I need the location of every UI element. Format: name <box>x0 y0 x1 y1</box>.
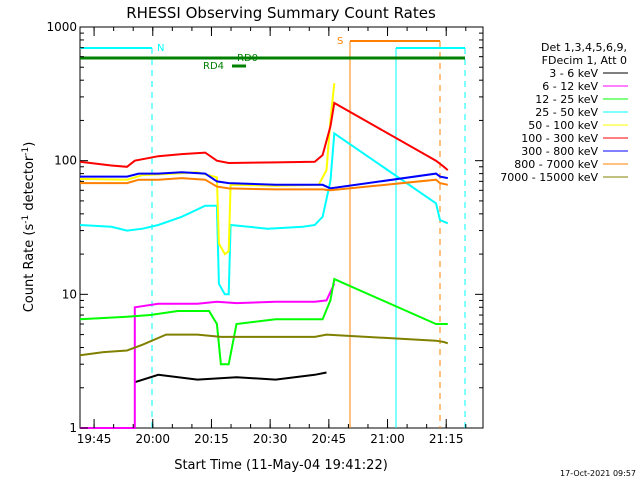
axes: 1 10 100 1000 19:45 20:00 20:15 20:30 20:45 21:00… <box>46 20 483 446</box>
y-axis-label-main: Count Rate (s <box>22 224 37 313</box>
y-tick-label: 10 <box>62 287 77 301</box>
x-axis-label: Start Time (11-May-04 19:41:22) <box>174 458 388 473</box>
observing-markers: N S RD0 RD4 <box>80 36 466 428</box>
y-axis-label-mid: detector <box>22 155 37 215</box>
x-tick-label: 20:30 <box>253 432 288 446</box>
series-line-2 <box>79 277 448 366</box>
rd4-annotation: RD4 <box>203 61 224 72</box>
series-line-0 <box>134 371 327 384</box>
series-line-7 <box>80 177 449 192</box>
legend-entry-label: 100 - 300 keV <box>521 132 598 145</box>
legend-entry-label: 12 - 25 keV <box>535 93 598 106</box>
legend: Det 1,3,4,5,6,9,FDecim 1, Att 03 - 6 keV… <box>500 41 628 184</box>
rd0-annotation: RD0 <box>237 53 258 64</box>
x-tick-label: 19:45 <box>77 432 112 446</box>
x-tick-label: 21:15 <box>429 432 464 446</box>
legend-entry-label: 25 - 50 keV <box>535 106 598 119</box>
y-axis-label-end: ) <box>22 142 37 147</box>
series-line-3 <box>79 131 449 296</box>
legend-entry-label: 6 - 12 keV <box>542 80 598 93</box>
x-tick-label: 20:45 <box>312 432 347 446</box>
legend-entry-label: 50 - 100 keV <box>528 119 598 132</box>
x-tick-label: 20:00 <box>135 432 170 446</box>
y-axis-label-sup1: -1 <box>21 215 31 224</box>
s-annotation: S <box>337 36 343 47</box>
y-tick-label: 1000 <box>46 20 77 34</box>
legend-title-line: FDecim 1, Att 0 <box>542 54 627 67</box>
series-line-6 <box>80 171 448 190</box>
legend-entry-label: 3 - 6 keV <box>549 67 598 80</box>
legend-entry-label: 300 - 800 keV <box>521 145 598 158</box>
legend-entry-label: 800 - 7000 keV <box>514 158 598 171</box>
n-annotation: N <box>157 43 164 54</box>
chart-title: RHESSI Observing Summary Count Rates <box>126 4 436 22</box>
legend-title-line: Det 1,3,4,5,6,9, <box>541 41 627 54</box>
series-line-5 <box>79 101 449 171</box>
legend-entry-label: 7000 - 15000 keV <box>500 171 598 184</box>
y-axis-label: Count Rate (s-1 detector-1) <box>21 142 37 313</box>
x-tick-label: 21:00 <box>370 432 405 446</box>
y-tick-label: 1 <box>69 421 77 435</box>
x-tick-label: 20:15 <box>194 432 229 446</box>
y-axis-label-sup2: -1 <box>21 147 31 156</box>
series-lines <box>79 83 449 429</box>
y-tick-label: 100 <box>54 154 77 168</box>
timestamp: 17-Oct-2021 09:57 <box>560 469 636 478</box>
series-line-8 <box>79 333 449 357</box>
